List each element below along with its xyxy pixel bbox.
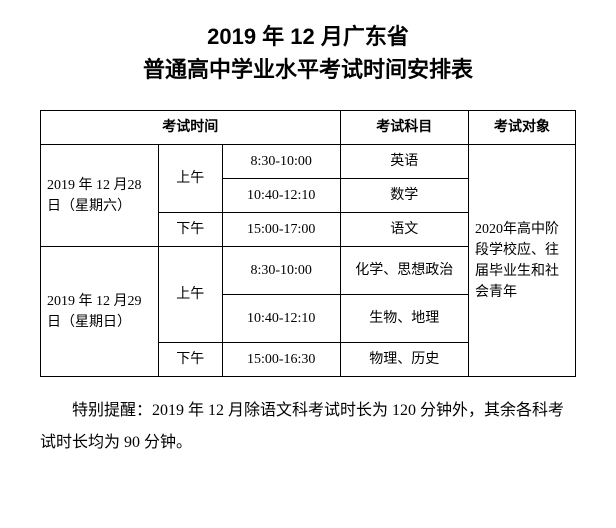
subject-cell: 数学 <box>340 179 468 213</box>
time-cell: 10:40-12:10 <box>222 179 340 213</box>
note-text: 特别提醒：2019 年 12 月除语文科考试时长为 120 分钟外，其余各科考试… <box>40 395 576 459</box>
schedule-table: 考试时间 考试科目 考试对象 2019 年 12 月28 日（星期六） 上午 8… <box>40 110 576 377</box>
table-row: 2019 年 12 月28 日（星期六） 上午 8:30-10:00 英语 20… <box>41 145 576 179</box>
subject-cell: 物理、历史 <box>340 343 468 377</box>
target-cell: 2020年高中阶段学校应、往届毕业生和社会青年 <box>468 145 575 377</box>
doc-title: 2019 年 12 月广东省 普通高中学业水平考试时间安排表 <box>40 20 576 86</box>
date-cell: 2019 年 12 月28 日（星期六） <box>41 145 159 247</box>
subject-cell: 语文 <box>340 213 468 247</box>
subject-cell: 化学、思想政治 <box>340 247 468 295</box>
period-cell: 下午 <box>158 213 222 247</box>
header-target: 考试对象 <box>468 111 575 145</box>
time-cell: 15:00-17:00 <box>222 213 340 247</box>
period-cell: 上午 <box>158 145 222 213</box>
subject-cell: 生物、地理 <box>340 295 468 343</box>
time-cell: 8:30-10:00 <box>222 145 340 179</box>
date-cell: 2019 年 12 月29 日（星期日） <box>41 247 159 377</box>
time-cell: 15:00-16:30 <box>222 343 340 377</box>
period-cell: 上午 <box>158 247 222 343</box>
header-row: 考试时间 考试科目 考试对象 <box>41 111 576 145</box>
period-cell: 下午 <box>158 343 222 377</box>
title-line-2: 普通高中学业水平考试时间安排表 <box>40 53 576 86</box>
time-cell: 8:30-10:00 <box>222 247 340 295</box>
header-time: 考试时间 <box>41 111 341 145</box>
page-root: 2019 年 12 月广东省 普通高中学业水平考试时间安排表 考试时间 考试科目… <box>0 0 616 459</box>
time-cell: 10:40-12:10 <box>222 295 340 343</box>
title-line-1: 2019 年 12 月广东省 <box>40 20 576 53</box>
subject-cell: 英语 <box>340 145 468 179</box>
header-subject: 考试科目 <box>340 111 468 145</box>
